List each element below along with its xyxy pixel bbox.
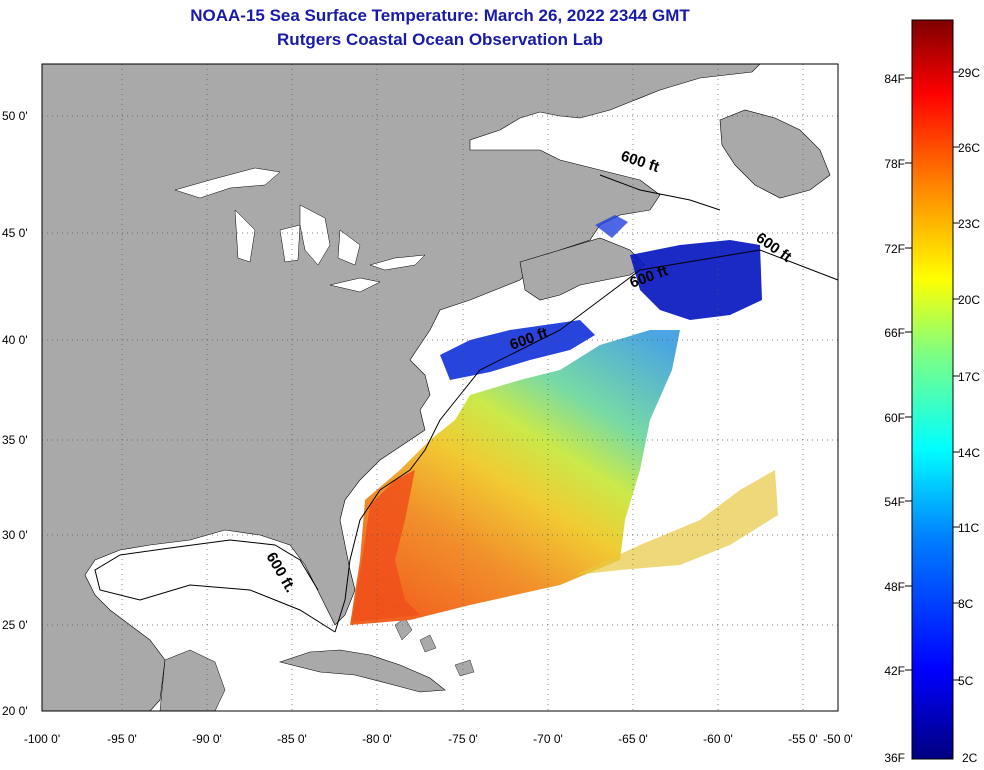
c-label: 23C [958, 217, 980, 231]
c-label: 5C [958, 674, 974, 688]
lon-label: -75 0' [448, 732, 478, 746]
f-label: 60F [884, 411, 905, 425]
lon-label: -50 0' [823, 732, 853, 746]
latitude-axis: 50 0' 45 0' 40 0' 35 0' 30 0' 25 0' 20 0… [2, 109, 28, 718]
c-label: 17C [958, 370, 980, 384]
lon-label: -90 0' [192, 732, 222, 746]
lon-label: -60 0' [703, 732, 733, 746]
map-title: NOAA-15 Sea Surface Temperature: March 2… [190, 6, 690, 25]
f-label: 84F [884, 72, 905, 86]
land-yucatan [159, 649, 226, 711]
lat-label: 35 0' [2, 433, 28, 447]
f-label: 42F [884, 664, 905, 678]
f-label: 48F [884, 580, 905, 594]
great-lakes [174, 167, 426, 293]
colorbar-ticks [905, 71, 960, 681]
depth-contour-600ft [94, 174, 839, 633]
lat-label: 40 0' [2, 333, 28, 347]
sst-cold-gulf-maine [440, 320, 595, 380]
f-label: 66F [884, 326, 905, 340]
c-label: 20C [958, 293, 980, 307]
lat-label: 20 0' [2, 704, 28, 718]
map-subtitle: Rutgers Coastal Ocean Observation Lab [277, 30, 603, 49]
c-label: 8C [958, 597, 974, 611]
sst-swath-warm [352, 470, 420, 622]
colorbar-celsius-labels: 29C 26C 23C 20C 17C 14C 11C 8C 5C 2C [958, 66, 980, 765]
lon-label: -100 0' [24, 732, 60, 746]
c-label: 14C [958, 446, 980, 460]
land-cuba [278, 649, 446, 693]
lon-label: -85 0' [277, 732, 307, 746]
c-label: 26C [958, 141, 980, 155]
sst-cold-scotian [630, 240, 762, 320]
f-label: 72F [884, 242, 905, 256]
lon-label: -70 0' [533, 732, 563, 746]
lat-label: 45 0' [2, 226, 28, 240]
c-label: 29C [958, 66, 980, 80]
lat-label: 30 0' [2, 528, 28, 542]
colorbar [911, 19, 954, 760]
land-newfoundland [719, 109, 831, 199]
c-label: 2C [962, 751, 978, 765]
f-label: 36F [884, 751, 905, 765]
c-label: 11C [958, 521, 979, 535]
f-label: 78F [884, 157, 905, 171]
land-bahamas [394, 617, 475, 677]
f-label: 54F [884, 495, 905, 509]
lat-label: 25 0' [2, 618, 28, 632]
sst-cold-gulf-stlawrence [595, 215, 628, 238]
colorbar-fahrenheit-labels: 84F 78F 72F 66F 60F 54F 48F 42F 36F [884, 72, 905, 765]
map-border [41, 63, 839, 712]
lat-label: 50 0' [2, 109, 28, 123]
lon-label: -80 0' [362, 732, 392, 746]
lon-label: -55 0' [788, 732, 818, 746]
longitude-axis: -100 0' -95 0' -90 0' -85 0' -80 0' -75 … [24, 732, 853, 746]
lon-label: -95 0' [107, 732, 137, 746]
lon-label: -65 0' [618, 732, 648, 746]
sst-swath-east [575, 470, 778, 575]
land-north-america [42, 64, 761, 711]
land-maritimes [519, 237, 646, 301]
sst-swath [350, 330, 680, 625]
